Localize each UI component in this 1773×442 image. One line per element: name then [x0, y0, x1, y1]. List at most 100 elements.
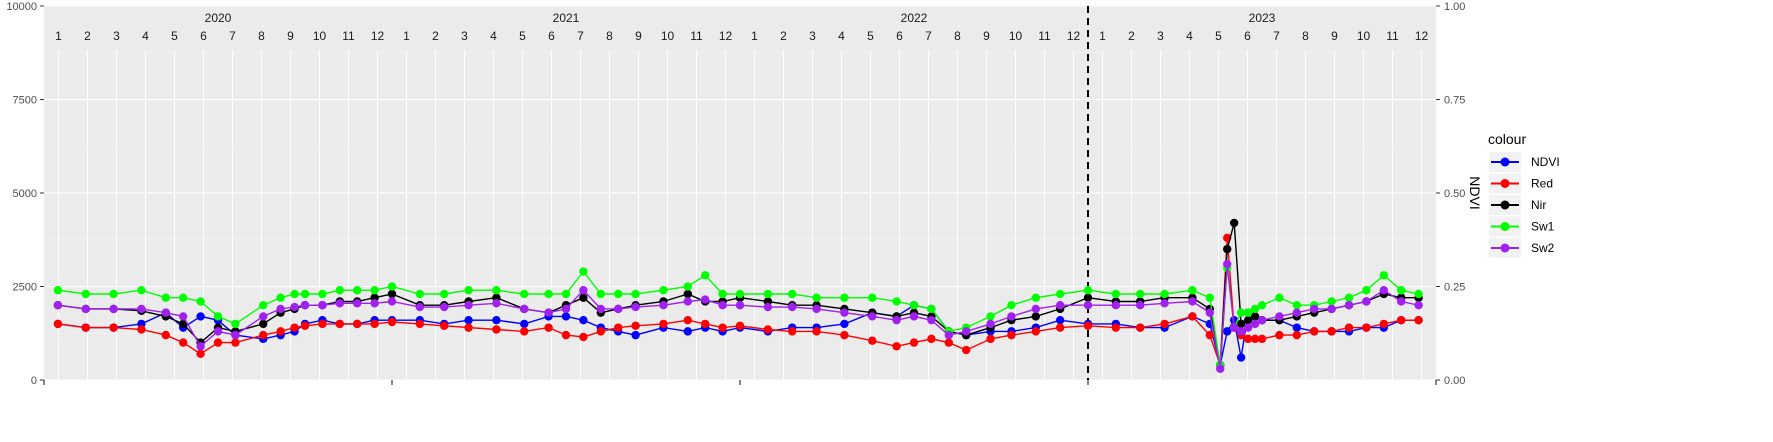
data-point: [259, 330, 268, 340]
data-point: [387, 317, 397, 327]
data-point: [137, 325, 146, 334]
month-label: 8: [258, 29, 265, 43]
data-point: [1188, 312, 1197, 321]
data-point: [464, 301, 473, 310]
data-point: [1007, 330, 1016, 340]
data-point: [561, 312, 571, 321]
data-point: [1250, 312, 1260, 321]
data-point: [179, 312, 188, 321]
data-point: [763, 302, 773, 312]
data-point: [614, 289, 623, 299]
year-label: 2020: [205, 11, 232, 25]
data-point: [300, 289, 310, 299]
month-label: 2: [84, 29, 91, 43]
data-point: [683, 315, 692, 325]
data-point: [788, 302, 797, 312]
data-point: [1031, 304, 1041, 314]
data-point: [1379, 271, 1389, 280]
data-point: [1292, 323, 1302, 332]
axes: 0 2500 5000 7500 10000 0.00 0.25 0.50 0.75 1.00: [6, 1, 1465, 387]
data-point: [1229, 323, 1239, 332]
data-point: [1236, 308, 1246, 317]
data-point: [659, 319, 668, 329]
data-point: [701, 295, 710, 304]
legend-key-point: [1500, 200, 1510, 210]
data-point: [962, 327, 971, 336]
data-point: [1292, 330, 1302, 340]
legend-item-red: Red: [1489, 173, 1553, 194]
data-point: [986, 334, 995, 344]
month-label: 10: [1357, 29, 1371, 43]
data-point: [353, 299, 362, 308]
data-point: [1257, 301, 1267, 310]
data-point: [1344, 293, 1354, 302]
legend-title: colour: [1488, 131, 1526, 147]
month-label: 12: [1415, 29, 1429, 43]
data-point: [1344, 301, 1354, 310]
data-point: [944, 338, 953, 347]
month-label: 9: [983, 29, 990, 43]
legend-item-sw2: Sw2: [1489, 238, 1555, 258]
month-label: 5: [519, 29, 526, 43]
data-point: [300, 301, 310, 310]
data-point: [909, 338, 919, 347]
month-label: 11: [690, 29, 703, 43]
data-point: [387, 297, 397, 306]
data-point: [1236, 319, 1246, 329]
data-point: [1362, 297, 1371, 306]
data-point: [986, 312, 995, 321]
data-point: [1083, 321, 1093, 330]
data-point: [387, 289, 397, 299]
data-point: [631, 289, 640, 299]
data-point: [520, 289, 529, 299]
data-point: [1188, 297, 1197, 306]
data-point: [1136, 301, 1145, 310]
data-point: [137, 304, 146, 314]
month-label: 12: [371, 29, 385, 43]
y2-tick-label: 0.50: [1444, 188, 1465, 200]
data-point: [1250, 334, 1260, 344]
data-point: [614, 323, 623, 332]
data-point: [596, 327, 605, 336]
data-point: [579, 267, 588, 276]
month-label: 1: [55, 29, 62, 43]
data-point: [868, 336, 877, 345]
data-point: [659, 301, 668, 310]
legend-label: Sw2: [1531, 241, 1555, 255]
data-point: [520, 304, 529, 314]
legend: colour NDVI Red Nir Sw1 Sw2: [1488, 131, 1560, 258]
data-point: [81, 304, 90, 314]
data-point: [1362, 323, 1371, 332]
data-point: [1327, 304, 1336, 314]
data-point: [318, 289, 327, 299]
data-point: [868, 312, 877, 321]
data-point: [1275, 293, 1284, 302]
data-point: [335, 299, 344, 308]
data-point: [892, 342, 901, 351]
month-label: 10: [661, 29, 675, 43]
month-label: 4: [1186, 29, 1193, 43]
data-point: [300, 321, 310, 330]
data-point: [1083, 301, 1093, 310]
month-label: 9: [1331, 29, 1338, 43]
data-point: [464, 315, 473, 325]
data-point: [137, 286, 146, 295]
data-point: [840, 308, 849, 317]
data-point: [1031, 293, 1041, 302]
data-point: [1414, 289, 1423, 299]
data-point: [464, 286, 473, 295]
data-point: [579, 315, 588, 325]
data-point: [353, 286, 362, 295]
data-point: [561, 289, 571, 299]
data-point: [788, 327, 797, 336]
data-point: [718, 301, 727, 310]
data-point: [1205, 330, 1215, 340]
month-label: 8: [954, 29, 961, 43]
data-point: [109, 304, 118, 314]
data-point: [683, 297, 692, 306]
data-point: [1007, 301, 1016, 310]
data-point: [1243, 308, 1253, 317]
data-point: [927, 334, 936, 344]
